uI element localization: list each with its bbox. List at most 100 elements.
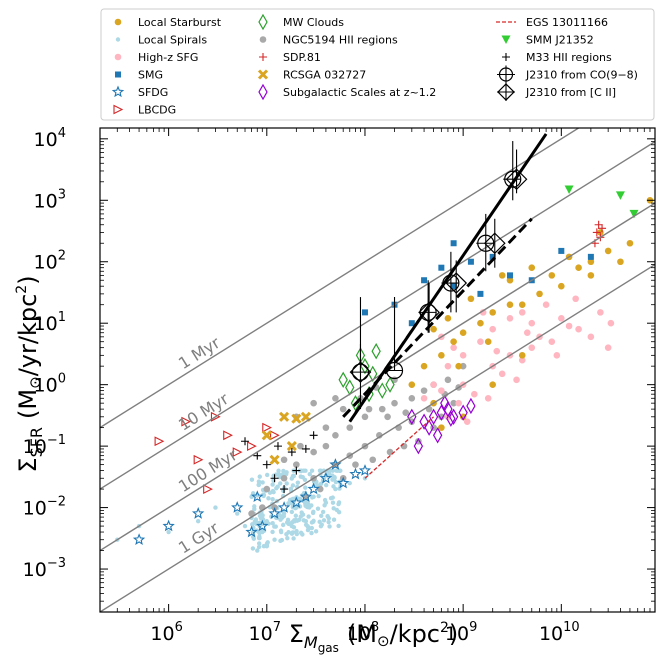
ngc5194-hii-regions-point xyxy=(378,405,386,413)
local-spirals-point xyxy=(281,511,287,516)
local-spirals-point xyxy=(333,479,339,485)
ngc5194-hii-regions-point xyxy=(263,485,271,493)
local-starburst-point xyxy=(518,352,526,359)
egs-13011166-line xyxy=(364,416,435,479)
m33-hii-regions-point xyxy=(292,466,301,475)
local-spirals-point xyxy=(311,509,316,514)
high-z-sfg-point xyxy=(553,352,561,359)
high-z-sfg-point xyxy=(572,295,579,303)
local-spirals-point xyxy=(256,541,262,546)
m33-hii-regions-point xyxy=(309,431,318,440)
m33-hii-regions-point xyxy=(273,442,282,451)
smg-point xyxy=(361,309,368,316)
local-spirals-point xyxy=(296,517,302,523)
local-spirals-point xyxy=(271,489,276,495)
local-starburst-point xyxy=(626,239,634,247)
local-starburst-point xyxy=(536,290,543,298)
sfdg-point xyxy=(299,490,313,502)
legend-marker-m33-hii-regions xyxy=(502,53,510,61)
local-spirals-point xyxy=(333,486,338,492)
local-spirals-point xyxy=(306,514,311,519)
subgalactic-scales-at-z-1-2-point xyxy=(419,413,429,430)
lbcdg-point xyxy=(203,484,213,494)
y-tick-label: 103 xyxy=(34,187,66,212)
local-spirals-point xyxy=(298,530,304,535)
m33-hii-regions-point xyxy=(262,460,271,469)
legend-marker-high-z-sfg xyxy=(114,53,122,61)
local-spirals-point xyxy=(255,548,260,553)
sfdg-point xyxy=(245,525,258,538)
local-starburst-point xyxy=(459,413,467,421)
high-z-sfg-point xyxy=(498,370,506,378)
subgalactic-scales-at-z-1-2-point xyxy=(424,419,434,436)
local-starburst-point xyxy=(444,315,452,322)
local-starburst-point xyxy=(489,309,496,316)
ngc5194-hii-regions-point xyxy=(322,424,330,431)
high-z-sfg-point xyxy=(459,352,467,359)
local-starburst-point xyxy=(528,264,536,271)
high-z-sfg-point xyxy=(506,315,514,322)
smm-j21352-point xyxy=(564,185,574,194)
local-spirals-point xyxy=(272,524,277,529)
local-starburst-point xyxy=(455,362,462,370)
local-spirals-point xyxy=(235,511,240,516)
ngc5194-hii-regions-point xyxy=(444,376,452,384)
local-spirals-point xyxy=(267,490,273,495)
ngc5194-hii-regions-point xyxy=(361,413,369,421)
sfdg-point xyxy=(307,482,320,495)
high-z-sfg-point xyxy=(548,338,556,346)
local-spirals-point xyxy=(288,486,294,492)
legend-label-mw-clouds: MW Clouds xyxy=(283,16,344,29)
local-spirals-point xyxy=(323,500,329,505)
ngc5194-hii-regions-point xyxy=(352,461,359,468)
m33-hii-regions-point xyxy=(241,437,250,446)
sfdg-point xyxy=(319,471,333,484)
high-z-sfg-point xyxy=(420,394,428,402)
high-z-sfg-point xyxy=(607,319,615,327)
local-spirals-point xyxy=(278,481,283,486)
local-starburst-point xyxy=(506,301,514,309)
local-spirals-point xyxy=(327,524,332,529)
high-z-sfg-point xyxy=(430,381,437,388)
local-spirals-point xyxy=(261,493,266,499)
local-spirals-point xyxy=(327,472,332,477)
ngc5194-hii-regions-point xyxy=(310,448,317,456)
smg-point xyxy=(421,277,428,284)
legend-label-ngc5194-hii-regions: NGC5194 HII regions xyxy=(283,34,398,47)
y-tick-label: 101 xyxy=(34,310,66,335)
high-z-sfg-point xyxy=(484,394,492,402)
ngc5194-hii-regions-point xyxy=(248,510,255,517)
local-starburst-point xyxy=(548,272,556,279)
high-z-sfg-point xyxy=(479,309,487,316)
legend-label-local-starburst: Local Starburst xyxy=(138,16,222,29)
high-z-sfg-point xyxy=(597,309,604,316)
local-spirals-point xyxy=(290,483,296,488)
lbcdg-point xyxy=(193,454,204,465)
legend-marker-j2310-from-co-9-8 xyxy=(497,65,515,84)
high-z-sfg-point xyxy=(528,344,536,351)
smg-point xyxy=(558,247,565,254)
local-spirals-point xyxy=(284,531,289,537)
legend-marker-sdp-81 xyxy=(259,53,267,61)
high-z-sfg-point xyxy=(489,325,496,333)
j2310-co-point xyxy=(385,361,404,380)
local-spirals-point xyxy=(252,506,257,512)
local-spirals-point xyxy=(276,468,281,473)
legend-label-sdp-81: SDP.81 xyxy=(283,51,321,64)
smg-point xyxy=(506,272,513,279)
local-spirals-point xyxy=(260,529,265,535)
local-starburst-point xyxy=(430,325,437,333)
local-spirals-point xyxy=(313,529,319,534)
smg-point xyxy=(450,240,457,247)
x-tick-label: 109 xyxy=(445,620,477,645)
ngc5194-hii-regions-point xyxy=(293,461,300,468)
depletion-line xyxy=(100,141,655,490)
mw-clouds-point xyxy=(338,371,348,389)
smg-point xyxy=(438,264,445,271)
lbcdg-point xyxy=(154,436,165,447)
ngc5194-hii-regions-point xyxy=(365,405,373,413)
subgalactic-scales-at-z-1-2-point xyxy=(458,404,468,421)
local-spirals-point xyxy=(242,523,248,529)
ngc5194-hii-regions-point xyxy=(402,409,410,416)
